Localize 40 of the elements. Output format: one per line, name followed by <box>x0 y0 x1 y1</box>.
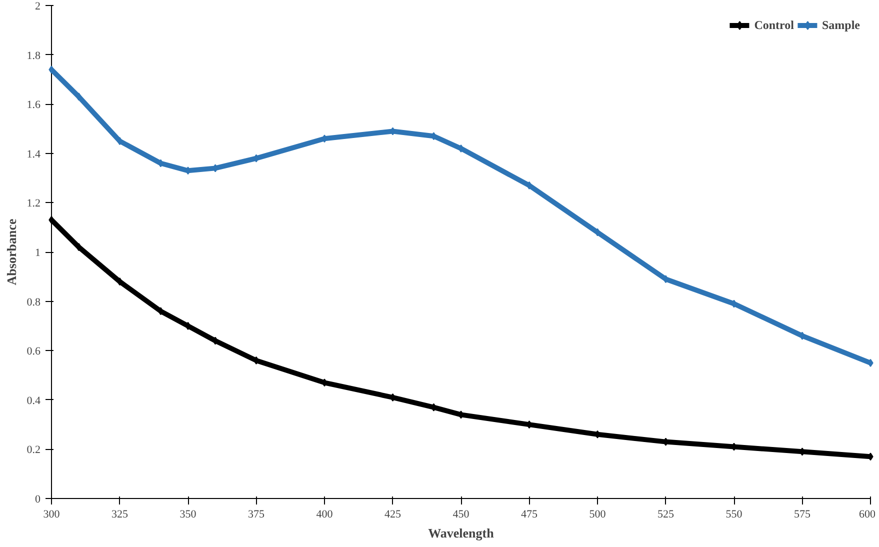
point <box>594 228 600 236</box>
point <box>116 137 123 146</box>
y-tick-label: 2 <box>35 0 40 12</box>
y-tick-label: 0.8 <box>26 296 41 308</box>
point <box>185 322 191 330</box>
x-tick-label: 500 <box>589 508 606 520</box>
x-tick-label: 375 <box>248 508 265 520</box>
point <box>526 181 532 190</box>
point <box>76 92 82 101</box>
legend-label: Sample <box>822 18 860 32</box>
point <box>731 300 737 308</box>
point <box>458 144 464 152</box>
x-tick-label: 300 <box>43 508 60 520</box>
x-tick-label: 550 <box>726 508 743 520</box>
y-tick-label: 1.4 <box>26 148 41 160</box>
x-axis-title: Wavelength <box>428 526 495 540</box>
x-tick-label: 525 <box>658 508 674 520</box>
y-tick-label: 0 <box>35 494 41 506</box>
x-tick-label: 475 <box>521 508 538 520</box>
x-tick-label: 575 <box>794 508 811 520</box>
point <box>76 243 82 252</box>
y-tick-label: 0.4 <box>26 394 41 407</box>
x-tick-label: 425 <box>384 508 402 520</box>
point <box>48 66 54 74</box>
y-tick-label: 1.2 <box>26 198 40 210</box>
x-tick-label: 325 <box>112 508 128 520</box>
x-tick-label: 600 <box>859 508 876 520</box>
point <box>116 278 123 286</box>
point <box>868 358 874 367</box>
y-tick-label: 1.8 <box>26 50 41 62</box>
x-tick-label: 450 <box>452 508 470 520</box>
y-tick-label: 1 <box>35 247 40 259</box>
y-tick-label: 0.6 <box>26 346 41 358</box>
x-tick-label: 350 <box>180 508 197 520</box>
y-tick-label: 1.6 <box>26 99 41 112</box>
y-axis-title: Absorbance <box>4 218 19 286</box>
point <box>48 216 54 224</box>
x-tick-label: 400 <box>316 508 334 520</box>
legend-label: Control <box>754 18 794 32</box>
y-tick-label: 0.2 <box>26 444 40 456</box>
